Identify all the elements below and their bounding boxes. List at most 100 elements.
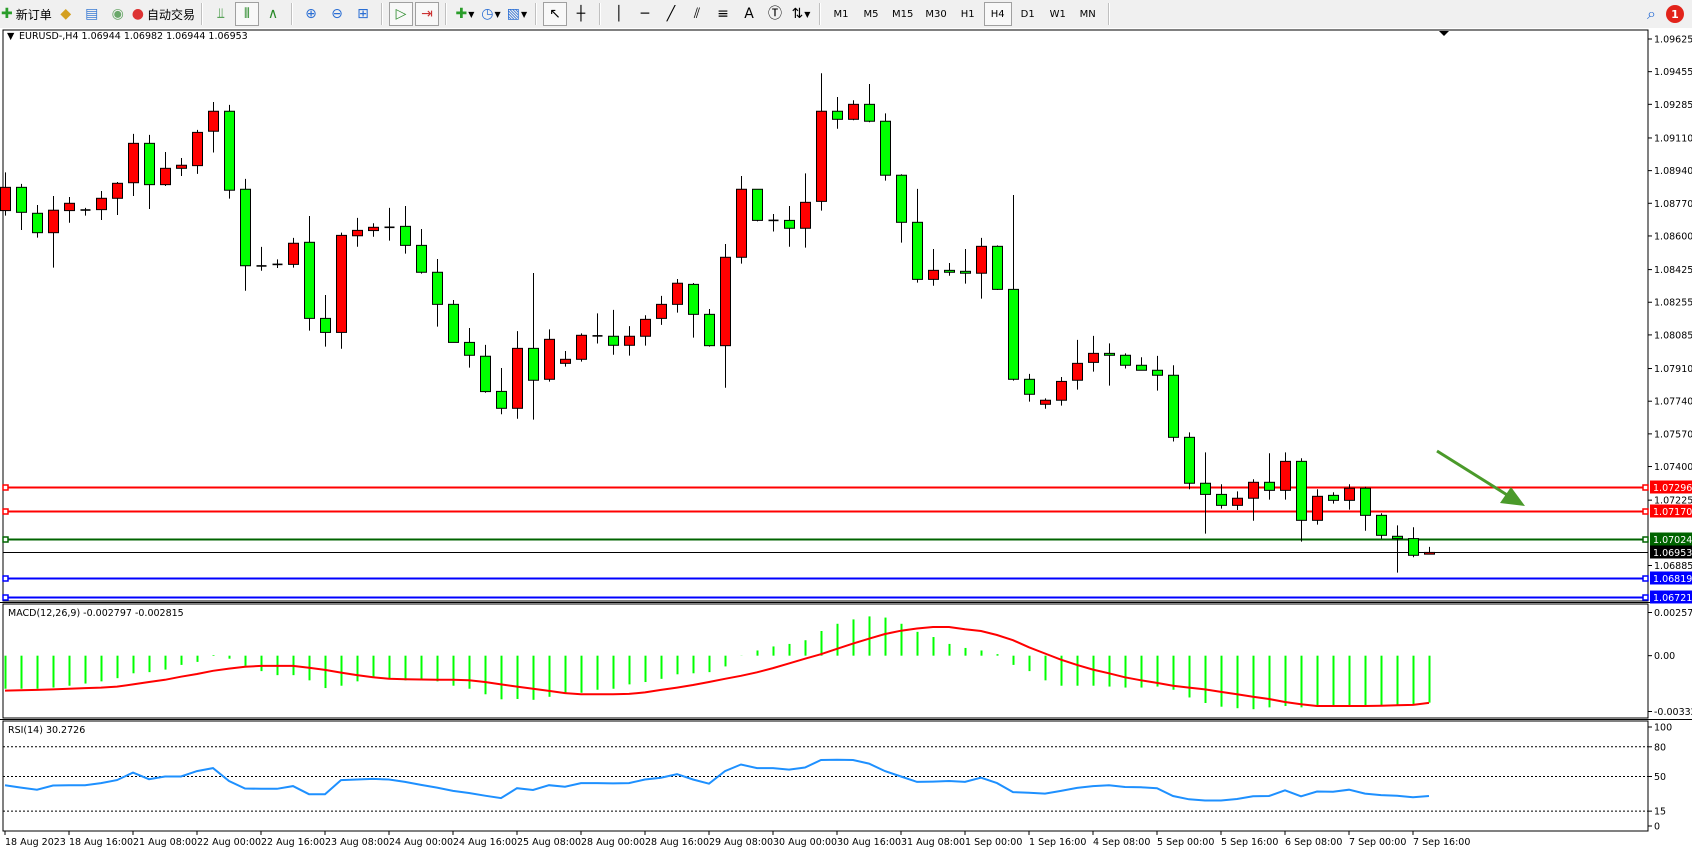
candle — [32, 205, 43, 238]
timeframe-h1[interactable]: H1 — [960, 8, 975, 20]
price-level-value: 1.07024 — [1653, 535, 1692, 546]
price-axis-label: 1.09625 — [1654, 35, 1692, 46]
candle-body — [864, 103, 875, 122]
auto-trading-button[interactable]: ● 自动交易 — [132, 2, 195, 26]
macd-plot-frame — [2, 603, 1649, 719]
candle-body — [1312, 495, 1323, 521]
fibonacci-button[interactable]: ≡ — [711, 2, 735, 26]
candle — [1088, 335, 1099, 372]
time-axis-label: 7 Sep 00:00 — [1349, 837, 1406, 848]
timeframe-w1[interactable]: W1 — [1049, 8, 1066, 20]
timeframe-m15[interactable]: M15 — [891, 8, 914, 20]
templates-button[interactable]: ▧ ▼ — [505, 2, 529, 26]
level-anchor-handle[interactable] — [2, 594, 9, 601]
search-icon[interactable]: ⌕ — [1647, 4, 1656, 23]
candle — [1248, 479, 1259, 521]
time-axis-label: 31 Aug 08:00 — [901, 837, 965, 848]
candle — [816, 73, 827, 211]
time-axis-label: 6 Sep 08:00 — [1285, 837, 1342, 848]
annotation-arrow[interactable] — [1436, 449, 1525, 506]
horizontal-line-button[interactable]: ─ — [633, 2, 657, 26]
candle-body — [336, 234, 347, 333]
time-axis-label: 22 Aug 16:00 — [261, 837, 325, 848]
candle — [112, 181, 123, 216]
macd-chart: 0.002572 0.00 -0.003326 — [4, 608, 1692, 718]
timeframe-h4[interactable]: H4 — [983, 2, 1012, 26]
candle-body — [640, 318, 651, 337]
candlestick-icon: ⫴ — [244, 6, 250, 22]
candle-body — [1136, 364, 1147, 371]
chart-shift-button[interactable]: ⇥ — [414, 2, 439, 26]
cursor-button[interactable]: ↖ — [542, 2, 567, 26]
candle-body — [208, 110, 219, 132]
macd-label: MACD(12,26,9) -0.002797 -0.002815 — [8, 608, 184, 619]
level-anchor-handle[interactable] — [1642, 575, 1649, 582]
timeframe-m30[interactable]: M30 — [925, 8, 947, 20]
level-anchor-handle[interactable] — [2, 575, 9, 582]
candle-body — [1072, 362, 1083, 381]
timeframe-m5[interactable]: M5 — [863, 8, 879, 20]
candle-body — [400, 225, 411, 246]
level-anchor-handle[interactable] — [2, 508, 9, 515]
chart-window[interactable]: 1.09625 1.09455 1.09285 1.09110 1.08940 1.087… — [0, 28, 1692, 855]
candle-body — [880, 120, 891, 176]
auto-scroll-button[interactable]: ▷ — [388, 2, 413, 26]
text-button[interactable]: A — [737, 2, 761, 26]
periods-button[interactable]: ◷ ▼ — [479, 2, 503, 26]
candle — [1424, 546, 1435, 555]
candle-body — [1392, 535, 1403, 540]
candle-body — [1040, 399, 1051, 405]
zoom-out-button[interactable]: ⊖ — [325, 2, 349, 26]
equidistant-channel-button[interactable]: ⫽ — [685, 2, 709, 26]
candle — [496, 367, 507, 415]
candle — [672, 278, 683, 313]
timeframe-mn[interactable]: MN — [1079, 8, 1096, 20]
chart-header-triangle-icon[interactable]: ▼ — [7, 31, 15, 42]
level-anchor-handle[interactable] — [1642, 594, 1649, 601]
candlestick-button[interactable]: ⫴ — [234, 2, 259, 26]
bar-chart-button[interactable]: ⫫ — [209, 2, 233, 26]
price-axis-label: 1.06885 — [1654, 561, 1692, 572]
candle — [880, 113, 891, 181]
signals-button[interactable]: ◉ — [106, 2, 130, 26]
navigator-button[interactable]: ▤ — [80, 2, 104, 26]
candle-body — [0, 186, 11, 212]
candle — [864, 83, 875, 123]
candle-body — [320, 317, 331, 333]
timeframe-m1[interactable]: M1 — [833, 8, 849, 20]
tile-windows-button[interactable]: ⊞ — [351, 2, 375, 26]
candle-body — [96, 197, 107, 211]
candle — [736, 176, 747, 264]
candle-body — [976, 245, 987, 274]
vertical-line-button[interactable]: │ — [607, 2, 631, 26]
crosshair-button[interactable]: ┼ — [569, 2, 593, 26]
market-watch-button[interactable]: ◆ — [54, 2, 78, 26]
text-label-button[interactable]: Ⓣ — [763, 2, 787, 26]
candle-body — [1344, 487, 1355, 501]
new-order-button[interactable]: ✚ 新订单 — [1, 2, 52, 26]
level-anchor-handle[interactable] — [2, 536, 9, 543]
level-anchor-handle[interactable] — [1642, 484, 1649, 491]
candle-body — [448, 303, 459, 343]
level-anchor-handle[interactable] — [1642, 508, 1649, 515]
chevron-down-icon: ▼ — [468, 9, 475, 19]
macd-axis-label: 0.002572 — [1654, 608, 1692, 619]
line-chart-button[interactable]: ∧ — [261, 2, 285, 26]
arrows-button[interactable]: ⇅ ▼ — [789, 2, 813, 26]
trendline-button[interactable]: ╱ — [659, 2, 683, 26]
timeframe-bar: M1 M5 M15 M30 H1 H4 D1 W1 MN — [826, 2, 1103, 26]
notification-icon[interactable]: 1 — [1666, 5, 1684, 23]
zoom-in-button[interactable]: ⊕ — [299, 2, 323, 26]
indicators-button[interactable]: ✚ ▼ — [453, 2, 477, 26]
timeframe-d1[interactable]: D1 — [1020, 8, 1035, 20]
candle-body — [240, 188, 251, 267]
market-watch-icon: ◆ — [60, 6, 72, 22]
level-anchor-handle[interactable] — [2, 484, 9, 491]
candle — [1104, 343, 1115, 386]
candle-body — [304, 241, 315, 319]
price-level-value: 1.06953 — [1653, 548, 1692, 559]
chart-shift-marker-icon[interactable] — [1439, 31, 1449, 36]
candle-body — [944, 269, 955, 273]
level-anchor-handle[interactable] — [1642, 536, 1649, 543]
text-icon: A — [744, 6, 754, 22]
